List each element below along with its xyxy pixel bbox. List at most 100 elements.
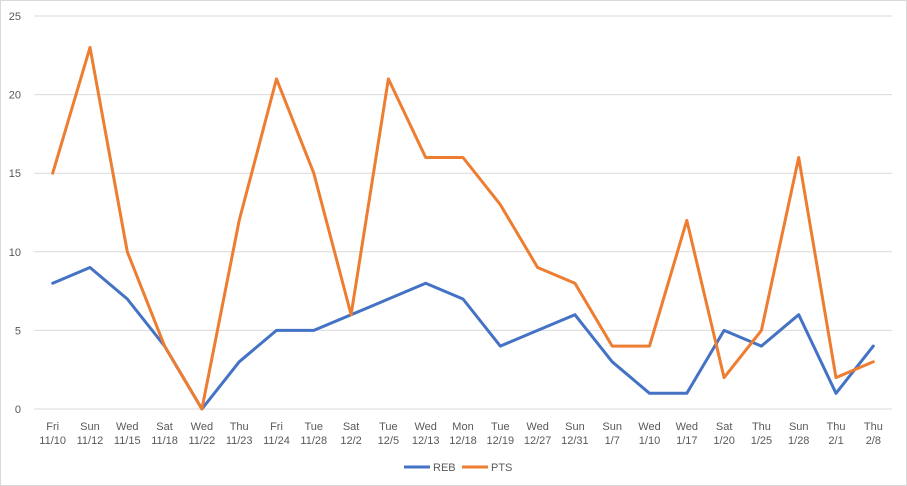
data-point-pts[interactable] xyxy=(498,202,503,207)
data-point-pts[interactable] xyxy=(423,155,428,160)
x-tick-label: Mon xyxy=(452,421,473,433)
data-point-reb[interactable] xyxy=(237,359,242,364)
data-point-reb[interactable] xyxy=(461,296,466,301)
y-tick-label: 0 xyxy=(15,404,21,416)
x-tick-label: Thu xyxy=(827,421,846,433)
data-point-reb[interactable] xyxy=(722,328,727,333)
x-tick-label: 12/13 xyxy=(412,435,440,447)
data-point-pts[interactable] xyxy=(610,344,615,349)
legend-item-pts[interactable]: PTS xyxy=(462,462,512,474)
x-tick-label: Thu xyxy=(230,421,249,433)
x-tick-label: Fri xyxy=(46,421,59,433)
legend-label: PTS xyxy=(491,462,512,474)
x-tick-label: Fri xyxy=(270,421,283,433)
x-tick-label: Tue xyxy=(379,421,398,433)
data-point-pts[interactable] xyxy=(871,359,876,364)
x-tick-label: Sun xyxy=(789,421,809,433)
x-tick-label: 11/15 xyxy=(114,435,141,447)
data-point-pts[interactable] xyxy=(162,344,167,349)
data-point-pts[interactable] xyxy=(684,218,689,223)
data-point-reb[interactable] xyxy=(87,265,92,270)
data-point-pts[interactable] xyxy=(199,407,204,412)
gridlines xyxy=(34,15,892,331)
x-tick-label: 1/25 xyxy=(751,435,772,447)
x-tick-label: Sat xyxy=(156,421,173,433)
data-point-reb[interactable] xyxy=(535,328,540,333)
legend[interactable]: REB PTS xyxy=(404,462,512,474)
x-tick-label: Tue xyxy=(491,421,510,433)
data-point-reb[interactable] xyxy=(386,296,391,301)
x-tick-label: 11/24 xyxy=(263,435,290,447)
x-tick-label: 11/18 xyxy=(151,435,178,447)
x-tick-label: Sun xyxy=(602,421,622,433)
data-point-pts[interactable] xyxy=(386,76,391,81)
y-tick-label: 15 xyxy=(9,168,21,180)
x-tick-label: 1/28 xyxy=(788,435,809,447)
x-tick-label: 11/23 xyxy=(226,435,253,447)
data-point-reb[interactable] xyxy=(759,344,764,349)
x-tick-label: 1/17 xyxy=(676,435,697,447)
data-point-pts[interactable] xyxy=(274,76,279,81)
data-point-pts[interactable] xyxy=(461,155,466,160)
data-point-pts[interactable] xyxy=(349,312,354,317)
data-point-pts[interactable] xyxy=(572,281,577,286)
x-tick-label: Sun xyxy=(565,421,585,433)
data-point-reb[interactable] xyxy=(423,281,428,286)
data-point-reb[interactable] xyxy=(498,344,503,349)
data-point-reb[interactable] xyxy=(871,344,876,349)
x-tick-label: Sat xyxy=(716,421,733,433)
data-point-reb[interactable] xyxy=(610,359,615,364)
x-tick-label: Tue xyxy=(305,421,324,433)
data-point-reb[interactable] xyxy=(274,328,279,333)
data-point-pts[interactable] xyxy=(535,265,540,270)
x-tick-label: 1/7 xyxy=(605,435,620,447)
y-tick-label: 5 xyxy=(15,325,21,337)
data-point-pts[interactable] xyxy=(647,344,652,349)
series-line-pts[interactable] xyxy=(51,45,875,411)
series-lines xyxy=(50,45,876,412)
x-tick-label: 11/12 xyxy=(77,435,104,447)
data-point-reb[interactable] xyxy=(834,391,839,396)
x-tick-label: 12/18 xyxy=(449,435,477,447)
x-tick-label: 12/31 xyxy=(561,435,589,447)
series-line-reb[interactable] xyxy=(51,266,875,411)
x-tick-label: Wed xyxy=(676,421,698,433)
x-tick-label: 12/19 xyxy=(487,435,515,447)
x-tick-label: 11/22 xyxy=(189,435,216,447)
x-tick-label: Thu xyxy=(864,421,883,433)
x-tick-label: Wed xyxy=(526,421,548,433)
data-point-pts[interactable] xyxy=(50,171,55,176)
data-point-reb[interactable] xyxy=(572,312,577,317)
data-point-reb[interactable] xyxy=(125,296,130,301)
x-tick-label: Wed xyxy=(638,421,660,433)
x-tick-label: Wed xyxy=(414,421,436,433)
data-point-pts[interactable] xyxy=(311,171,316,176)
x-tick-label: 11/10 xyxy=(39,435,66,447)
x-tick-label: 1/10 xyxy=(639,435,660,447)
x-tick-label: 2/1 xyxy=(828,435,843,447)
data-point-reb[interactable] xyxy=(796,312,801,317)
data-point-reb[interactable] xyxy=(647,391,652,396)
data-point-pts[interactable] xyxy=(125,249,130,254)
data-point-pts[interactable] xyxy=(87,45,92,50)
x-tick-label: 12/2 xyxy=(340,435,361,447)
x-tick-label: 12/27 xyxy=(524,435,552,447)
data-point-pts[interactable] xyxy=(796,155,801,160)
data-point-reb[interactable] xyxy=(311,328,316,333)
x-tick-label: Sun xyxy=(80,421,100,433)
data-point-reb[interactable] xyxy=(684,391,689,396)
data-point-pts[interactable] xyxy=(237,218,242,223)
y-tick-label: 10 xyxy=(9,247,21,259)
x-axis-ticks: Fri 11/10 Sun 11/12 Wed 11/15 Sat 11/18 Wed 11/22… xyxy=(39,421,883,447)
x-tick-label: 2/8 xyxy=(866,435,881,447)
legend-item-reb[interactable]: REB xyxy=(404,462,456,474)
x-tick-label: Sat xyxy=(343,421,360,433)
data-point-pts[interactable] xyxy=(759,328,764,333)
y-axis-ticks: 0 5 10 15 20 25 xyxy=(9,11,21,416)
legend-label: REB xyxy=(433,462,456,474)
data-point-pts[interactable] xyxy=(722,375,727,380)
data-point-reb[interactable] xyxy=(50,281,55,286)
data-point-pts[interactable] xyxy=(834,375,839,380)
